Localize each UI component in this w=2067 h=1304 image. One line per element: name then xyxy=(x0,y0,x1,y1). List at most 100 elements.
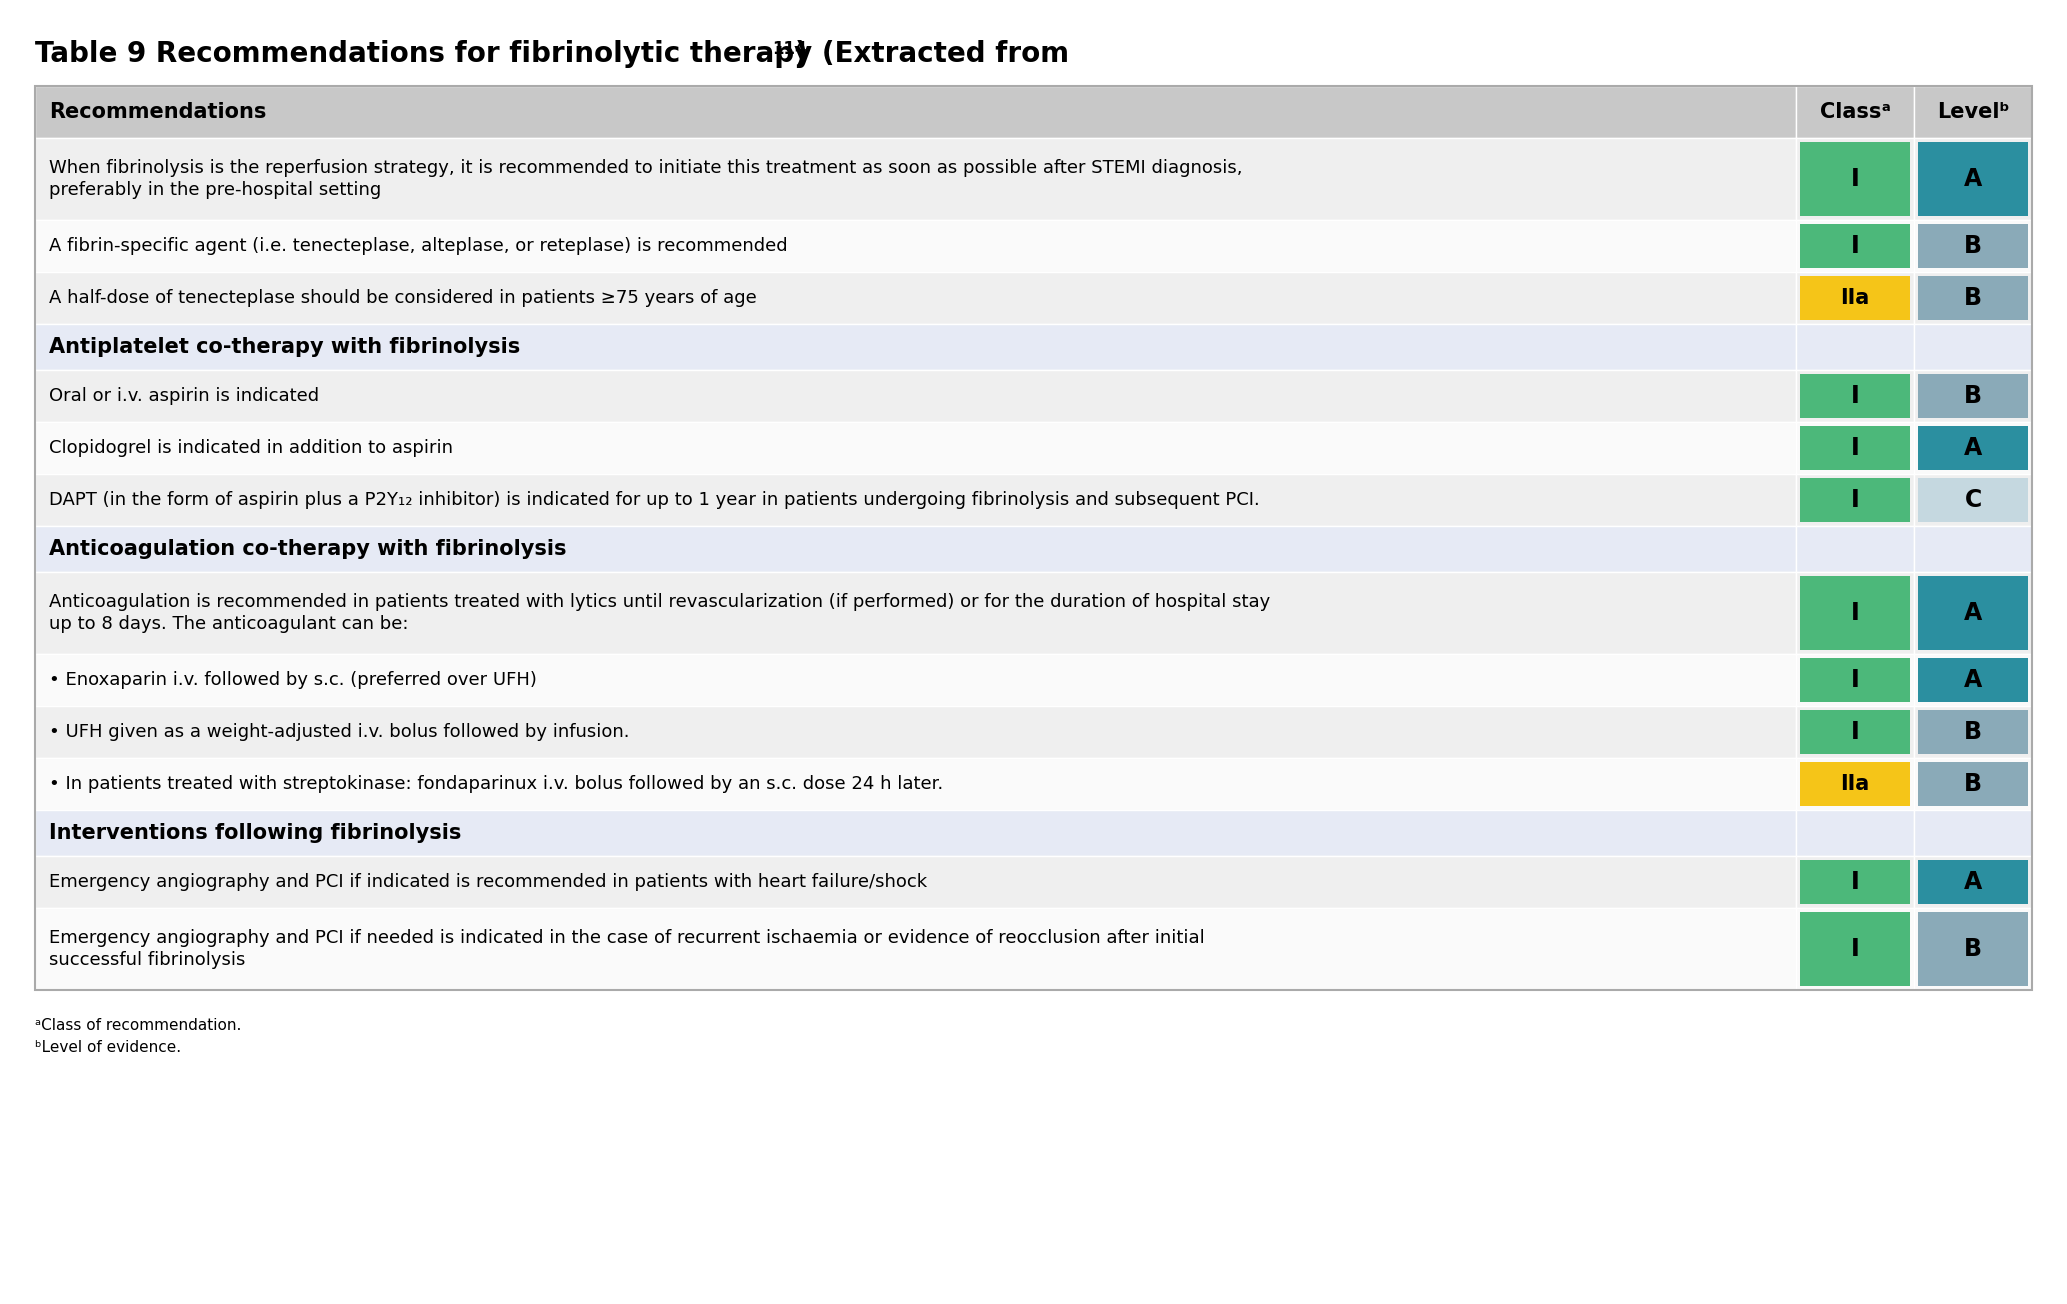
Bar xyxy=(35,572,1796,655)
Text: I: I xyxy=(1850,601,1860,625)
Bar xyxy=(1796,810,1914,855)
Bar xyxy=(1914,908,2032,990)
Bar xyxy=(1796,138,1914,220)
Bar xyxy=(1796,86,1914,138)
Bar xyxy=(1800,709,1910,754)
Bar xyxy=(1800,374,1910,419)
Bar xyxy=(1796,758,1914,810)
Bar xyxy=(1796,473,1914,526)
Bar xyxy=(1914,572,2032,655)
Bar xyxy=(35,810,1796,855)
Bar xyxy=(1914,705,2032,758)
Text: Oral or i.v. aspirin is indicated: Oral or i.v. aspirin is indicated xyxy=(50,387,318,406)
Bar xyxy=(1796,655,1914,705)
Text: C: C xyxy=(1964,488,1982,512)
Bar xyxy=(35,908,1796,990)
Bar xyxy=(1914,86,2032,138)
Text: A: A xyxy=(1964,167,1982,190)
Bar xyxy=(1800,911,1910,986)
Bar xyxy=(1918,911,2028,986)
Text: ᵃClass of recommendation.: ᵃClass of recommendation. xyxy=(35,1018,242,1033)
Bar xyxy=(1800,659,1910,702)
Text: A: A xyxy=(1964,601,1982,625)
Text: Classᵃ: Classᵃ xyxy=(1819,102,1891,123)
Bar xyxy=(35,86,2032,990)
Text: • Enoxaparin i.v. followed by s.c. (preferred over UFH): • Enoxaparin i.v. followed by s.c. (pref… xyxy=(50,672,537,689)
Bar xyxy=(1796,273,1914,323)
Bar xyxy=(35,422,1796,473)
Text: I: I xyxy=(1850,668,1860,692)
Text: B: B xyxy=(1964,720,1982,745)
Text: Anticoagulation is recommended in patients treated with lytics until revasculari: Anticoagulation is recommended in patien… xyxy=(50,593,1271,612)
Text: • In patients treated with streptokinase: fondaparinux i.v. bolus followed by an: • In patients treated with streptokinase… xyxy=(50,775,943,793)
Text: Antiplatelet co-therapy with fibrinolysis: Antiplatelet co-therapy with fibrinolysi… xyxy=(50,336,521,357)
Text: I: I xyxy=(1850,720,1860,745)
Text: Levelᵇ: Levelᵇ xyxy=(1937,102,2009,123)
Bar xyxy=(1914,855,2032,908)
Text: IIa: IIa xyxy=(1840,288,1871,308)
Bar xyxy=(1918,861,2028,904)
Bar xyxy=(1796,220,1914,273)
Bar xyxy=(35,273,1796,323)
Bar xyxy=(35,705,1796,758)
Text: B: B xyxy=(1964,938,1982,961)
Text: A: A xyxy=(1964,668,1982,692)
Bar xyxy=(1918,374,2028,419)
Text: Interventions following fibrinolysis: Interventions following fibrinolysis xyxy=(50,823,461,842)
Text: IIa: IIa xyxy=(1840,775,1871,794)
Bar xyxy=(35,758,1796,810)
Text: I: I xyxy=(1850,383,1860,408)
Text: Anticoagulation co-therapy with fibrinolysis: Anticoagulation co-therapy with fibrinol… xyxy=(50,539,566,559)
Bar xyxy=(1796,855,1914,908)
Text: B: B xyxy=(1964,383,1982,408)
Bar xyxy=(35,655,1796,705)
Bar xyxy=(1918,224,2028,269)
Bar xyxy=(1914,758,2032,810)
Text: ᵇLevel of evidence.: ᵇLevel of evidence. xyxy=(35,1041,182,1055)
Bar xyxy=(1918,142,2028,216)
Bar xyxy=(1796,323,1914,370)
Bar xyxy=(1800,762,1910,806)
Text: preferably in the pre-hospital setting: preferably in the pre-hospital setting xyxy=(50,181,380,200)
Bar xyxy=(1800,426,1910,469)
Text: Clopidogrel is indicated in addition to aspirin: Clopidogrel is indicated in addition to … xyxy=(50,439,453,456)
Bar xyxy=(1796,572,1914,655)
Bar xyxy=(35,526,1796,572)
Bar xyxy=(1800,142,1910,216)
Bar xyxy=(35,323,1796,370)
Text: successful fibrinolysis: successful fibrinolysis xyxy=(50,951,246,969)
Text: 114: 114 xyxy=(771,40,806,57)
Bar xyxy=(1800,276,1910,319)
Text: DAPT (in the form of aspirin plus a P2Y₁₂ inhibitor) is indicated for up to 1 ye: DAPT (in the form of aspirin plus a P2Y₁… xyxy=(50,492,1259,509)
Bar xyxy=(1918,576,2028,649)
Text: A half-dose of tenecteplase should be considered in patients ≥75 years of age: A half-dose of tenecteplase should be co… xyxy=(50,289,757,306)
Bar xyxy=(1918,762,2028,806)
Text: Recommendations: Recommendations xyxy=(50,102,267,123)
Bar xyxy=(35,855,1796,908)
Bar xyxy=(1914,220,2032,273)
Text: up to 8 days. The anticoagulant can be:: up to 8 days. The anticoagulant can be: xyxy=(50,615,409,632)
Bar xyxy=(1914,473,2032,526)
Bar xyxy=(1918,659,2028,702)
Text: I: I xyxy=(1850,488,1860,512)
Text: Emergency angiography and PCI if needed is indicated in the case of recurrent is: Emergency angiography and PCI if needed … xyxy=(50,928,1205,947)
Bar xyxy=(1800,224,1910,269)
Bar xyxy=(1796,526,1914,572)
Bar xyxy=(35,220,1796,273)
Bar xyxy=(1918,479,2028,522)
Text: Table 9 Recommendations for fibrinolytic therapy (Extracted from: Table 9 Recommendations for fibrinolytic… xyxy=(35,40,1069,68)
Bar xyxy=(35,86,1796,138)
Text: I: I xyxy=(1850,938,1860,961)
Bar xyxy=(1914,370,2032,422)
Text: I: I xyxy=(1850,167,1860,190)
Bar xyxy=(1800,861,1910,904)
Bar xyxy=(1800,479,1910,522)
Bar xyxy=(1796,370,1914,422)
Bar xyxy=(1914,138,2032,220)
Bar xyxy=(1918,709,2028,754)
Text: B: B xyxy=(1964,286,1982,310)
Text: B: B xyxy=(1964,233,1982,258)
Bar xyxy=(1796,422,1914,473)
Bar xyxy=(1800,576,1910,649)
Bar xyxy=(1914,273,2032,323)
